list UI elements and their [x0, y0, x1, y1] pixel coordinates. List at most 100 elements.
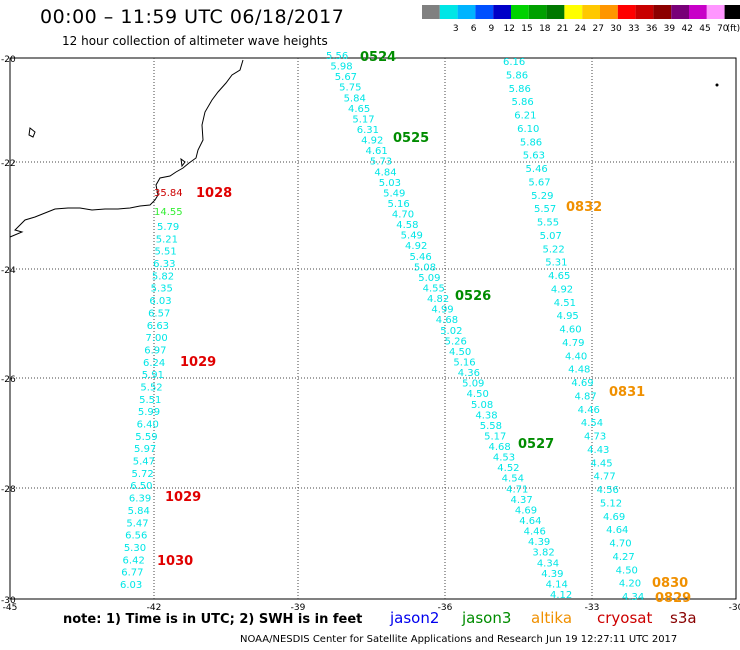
- wave-height-label: 4.64: [606, 525, 628, 536]
- wave-height-label: 4.69: [571, 378, 593, 389]
- wave-height-label: 4.38: [475, 410, 497, 421]
- wave-height-label: 5.30: [124, 543, 146, 554]
- wave-height-label: 4.27: [613, 552, 635, 563]
- pass-time-label: 0829: [655, 591, 691, 606]
- wave-height-label: 5.21: [156, 234, 178, 245]
- island: [28, 127, 36, 138]
- colorbar-label: 6: [471, 24, 477, 34]
- wave-height-label: 35.84: [154, 188, 183, 199]
- legend-cryosat: cryosat: [597, 609, 653, 627]
- wave-height-label: 5.08: [471, 400, 493, 411]
- colorbar-swatch: [564, 5, 583, 19]
- wave-height-label: 5.02: [440, 326, 462, 337]
- wave-height-label: 5.08: [414, 262, 436, 273]
- wave-height-label: 5.56: [326, 51, 348, 62]
- lat-tick-label: -30: [1, 596, 16, 606]
- wave-height-label: 4.12: [550, 590, 572, 601]
- wave-height-label: 4.60: [559, 325, 581, 336]
- wave-height-label: 5.82: [152, 271, 174, 282]
- colorbar-swatch: [635, 5, 654, 19]
- wave-height-label: 4.46: [524, 527, 546, 538]
- wave-height-label: 4.20: [619, 579, 641, 590]
- wave-height-label: 5.58: [480, 421, 502, 432]
- time-labels: 1028 1029 1029 1030 0524 0525 0526 0527 0832 0831…: [157, 50, 691, 606]
- colorbar-label: 33: [628, 24, 639, 34]
- colorbar-swatch: [511, 5, 529, 19]
- wave-height-label: 4.92: [361, 136, 383, 147]
- wave-height-label: 4.82: [427, 294, 449, 305]
- colorbar-swatch: [582, 5, 600, 19]
- lat-tick-label: -20: [1, 55, 16, 65]
- wave-height-label: 6.21: [514, 111, 536, 122]
- wave-height-label: 6.16: [503, 57, 525, 68]
- wave-height-label: 4.84: [374, 167, 396, 178]
- wave-height-label: 4.46: [578, 405, 600, 416]
- wave-height-label: 5.52: [140, 382, 162, 393]
- colorbar-label: 42: [681, 24, 692, 34]
- colorbar-swatch: [457, 5, 476, 19]
- legend-jason2: jason2: [390, 609, 440, 627]
- island: [180, 157, 186, 168]
- wave-height-label: 4.56: [597, 485, 619, 496]
- colorbar-label: 9: [489, 24, 495, 34]
- wave-height-label: 4.43: [587, 445, 609, 456]
- lon-tick-label: -36: [438, 603, 453, 613]
- wave-height-label: 4.58: [396, 220, 418, 231]
- colorbar-swatch: [493, 5, 511, 19]
- colorbar-label: 39: [664, 24, 676, 34]
- lat-tick-label: -28: [1, 485, 16, 495]
- wave-height-label: 5.09: [418, 273, 440, 284]
- colorbar-label: 3: [453, 24, 459, 34]
- wave-height-label: 4.77: [594, 472, 616, 483]
- colorbar-swatch: [724, 5, 740, 19]
- wave-height-label: 4.50: [616, 565, 638, 576]
- wave-height-label: 4.73: [584, 432, 606, 443]
- colorbar-label: 36: [646, 24, 658, 34]
- wave-height-label: 5.86: [520, 137, 542, 148]
- pass-time-label: 0830: [652, 576, 688, 591]
- wave-height-label: 7.00: [146, 333, 168, 344]
- wave-height-label: 4.36: [458, 368, 480, 379]
- wave-height-label: 6.56: [125, 531, 147, 542]
- wave-height-label: 4.14: [546, 579, 568, 590]
- wave-height-label: 4.54: [502, 474, 524, 485]
- colorbar-legend: 3 6 9 12 15 18 21 24 27 30 33 36 39 42 45 70(ft): [422, 5, 740, 34]
- coastline: [9, 59, 244, 238]
- pass-time-label: 1030: [157, 554, 193, 569]
- wave-height-label: 5.91: [142, 370, 164, 381]
- note-text: note: 1) Time is in UTC; 2) SWH is in fe…: [63, 612, 363, 627]
- colorbar-swatch: [671, 5, 689, 19]
- axis-ticks: -20-22-24-26-28-30-45-42-39-36-33-30: [1, 55, 740, 613]
- lon-tick-label: -33: [585, 603, 600, 613]
- wave-height-label: 4.34: [537, 558, 559, 569]
- wave-height-label: 4.54: [581, 418, 603, 429]
- colorbar-label: 21: [557, 24, 568, 34]
- colorbar-swatch: [475, 5, 494, 19]
- wave-height-label: 4.52: [497, 463, 519, 474]
- colorbar-swatch: [653, 5, 672, 19]
- colorbar-swatch: [600, 5, 618, 19]
- colorbar-swatch: [422, 5, 440, 19]
- wave-height-label: 5.46: [409, 252, 431, 263]
- colorbar-swatch: [528, 5, 547, 19]
- wave-height-label: 5.49: [383, 188, 405, 199]
- wave-height-label: 5.17: [484, 431, 506, 442]
- wave-height-label: 5.51: [154, 247, 176, 258]
- map-frame: [9, 57, 737, 600]
- legend-jason3: jason3: [462, 609, 512, 627]
- wave-height-label: 5.84: [128, 506, 150, 517]
- pass-time-label: 0832: [566, 200, 602, 215]
- wave-height-label: 5.86: [506, 70, 528, 81]
- wave-height-label: 5.86: [509, 84, 531, 95]
- wave-height-label: 5.57: [534, 204, 556, 215]
- wave-height-label: 6.03: [120, 580, 142, 591]
- wave-height-label: 4.92: [405, 241, 427, 252]
- colorbar-label: 45: [699, 24, 710, 34]
- wave-height-label: 6.57: [148, 308, 170, 319]
- colorbar-label: 70: [717, 24, 729, 34]
- wave-height-label: 3.82: [532, 548, 554, 559]
- wave-height-label: 4.61: [366, 146, 388, 157]
- colorbar-label: (ft): [727, 24, 740, 34]
- wave-height-label: 4.34: [622, 592, 644, 603]
